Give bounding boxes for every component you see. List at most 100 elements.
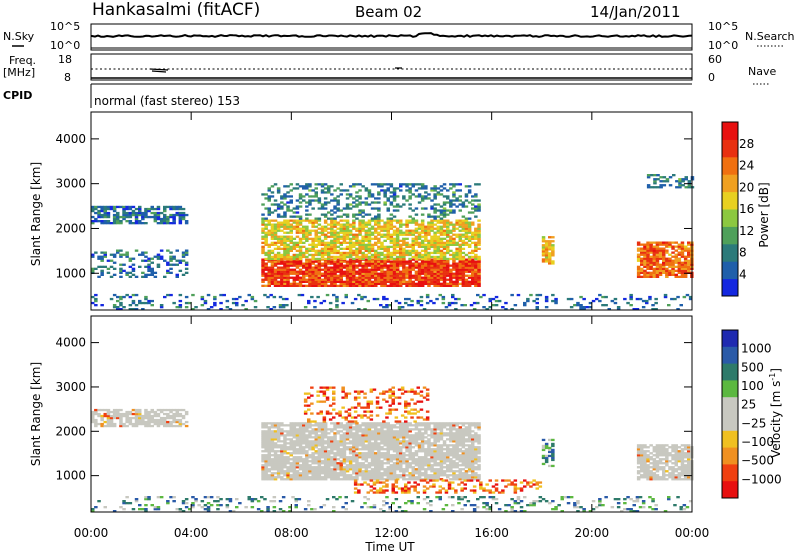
heatmap-cell <box>433 452 437 455</box>
heatmap-cell <box>402 278 406 281</box>
heatmap-cell <box>333 458 337 461</box>
heatmap-cell <box>395 266 400 269</box>
heatmap-cell <box>395 270 400 273</box>
heatmap-cell <box>292 207 297 210</box>
heatmap-cell <box>276 462 281 465</box>
heatmap-cell <box>370 264 375 267</box>
heatmap-cell <box>273 229 278 232</box>
heatmap-cell <box>427 440 431 443</box>
heatmap-cell <box>169 213 173 217</box>
heatmap-cell <box>336 245 340 248</box>
heatmap-cell <box>286 438 290 441</box>
heatmap-cell <box>147 273 151 276</box>
heatmap-cell <box>476 301 480 305</box>
heatmap-cell <box>345 466 350 469</box>
heatmap-cell <box>370 478 375 481</box>
heatmap-cell <box>302 276 306 279</box>
heatmap-cell <box>116 215 120 219</box>
heatmap-cell <box>687 243 691 246</box>
heatmap-cell <box>541 258 546 261</box>
heatmap-cell <box>392 260 397 263</box>
heatmap-cell <box>395 195 400 198</box>
heatmap-cell <box>427 213 431 216</box>
heatmap-cell <box>314 249 318 252</box>
heatmap-cell <box>439 189 444 192</box>
heatmap-cell <box>392 219 397 222</box>
heatmap-cell <box>358 468 362 471</box>
heatmap-cell <box>342 213 347 216</box>
heatmap-cell <box>150 273 154 276</box>
heatmap-cell <box>342 253 347 257</box>
heatmap-cell <box>377 282 381 285</box>
heatmap-cell <box>417 227 422 230</box>
heatmap-cell <box>411 237 415 240</box>
heatmap-cell <box>652 245 657 248</box>
heatmap-cell <box>305 424 309 427</box>
heatmap-cell <box>411 424 415 427</box>
heatmap-cell <box>345 251 350 255</box>
heatmap-cell <box>370 472 375 475</box>
heatmap-cell <box>355 440 359 443</box>
heatmap-cell <box>283 284 287 287</box>
heatmap-cell <box>665 178 670 181</box>
heatmap-cell <box>264 272 268 275</box>
heatmap-cell <box>289 454 293 457</box>
heatmap-cell <box>364 474 369 477</box>
heatmap-cell <box>336 432 340 435</box>
heatmap-cell <box>433 255 437 259</box>
heatmap-cell <box>280 430 284 433</box>
heatmap-cell <box>436 454 441 457</box>
heatmap-cell <box>311 446 315 449</box>
heatmap-cell <box>333 270 337 273</box>
heatmap-cell <box>122 422 126 426</box>
heatmap-cell <box>134 420 139 424</box>
heatmap-cell <box>471 241 475 244</box>
heatmap-cell <box>336 274 340 277</box>
heatmap-cell <box>144 215 148 219</box>
heatmap-cell <box>471 233 475 236</box>
heatmap-cell <box>395 454 400 457</box>
heatmap-cell <box>687 253 691 256</box>
heatmap-cell <box>94 424 98 428</box>
heatmap-cell <box>399 219 403 222</box>
heatmap-cell <box>430 245 434 248</box>
heatmap-cell <box>427 426 431 429</box>
heatmap-cell <box>339 255 343 259</box>
heatmap-cell <box>342 428 347 431</box>
heatmap-cell <box>276 215 281 218</box>
heatmap-cell <box>677 269 682 272</box>
heatmap-cell <box>395 452 400 455</box>
heatmap-cell <box>417 476 422 479</box>
heatmap-cell <box>348 268 353 271</box>
heatmap-cell <box>452 227 456 230</box>
heatmap-cell <box>548 260 552 263</box>
heatmap-cell <box>461 205 466 208</box>
heatmap-cell <box>576 304 580 307</box>
heatmap-cell <box>424 436 428 439</box>
heatmap-cell <box>302 237 306 240</box>
heatmap-cell <box>374 280 378 283</box>
heatmap-cell <box>352 185 356 188</box>
heatmap-cell <box>276 280 281 283</box>
heatmap-cell <box>427 438 431 441</box>
heatmap-cell <box>680 271 685 274</box>
heatmap-cell <box>417 478 422 481</box>
heatmap-cell <box>402 446 406 449</box>
heatmap-cell <box>320 446 325 449</box>
heatmap-cell <box>267 432 271 435</box>
heatmap-cell <box>317 270 322 273</box>
heatmap-cell <box>442 278 447 281</box>
heatmap-cell <box>283 448 287 451</box>
heatmap-cell <box>150 410 154 414</box>
heatmap-cell <box>317 251 322 255</box>
heatmap-cell <box>305 229 309 232</box>
heatmap-cell <box>352 201 356 204</box>
heatmap-cell <box>311 468 315 471</box>
heatmap-cell <box>317 280 322 283</box>
noise-tick-top-right: 10^5 <box>708 20 738 33</box>
heatmap-cell <box>323 428 328 431</box>
heatmap-cell <box>138 253 142 256</box>
heatmap-cell <box>430 274 434 277</box>
heatmap-cell <box>649 257 653 260</box>
heatmap-cell <box>267 245 271 248</box>
